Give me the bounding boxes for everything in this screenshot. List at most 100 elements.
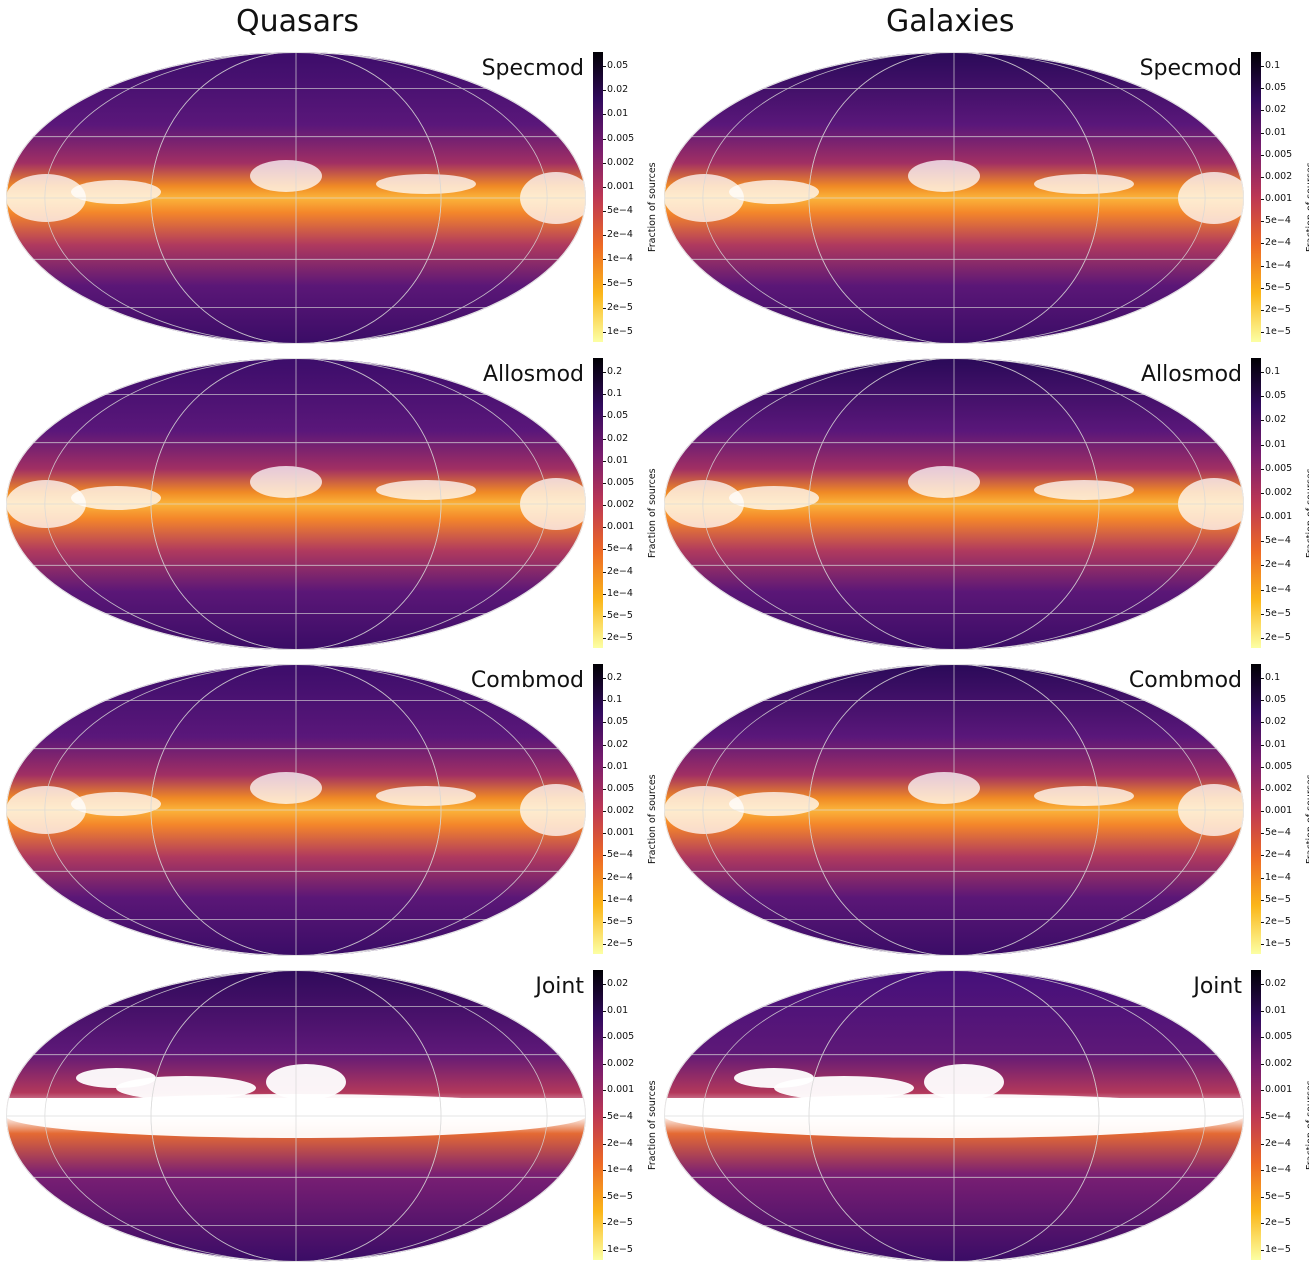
empty-region <box>71 180 161 204</box>
colorbar-tick-mark <box>603 855 606 857</box>
colorbar-tick-mark <box>603 66 606 67</box>
colorbar-tick-label: 0.005 <box>607 782 635 794</box>
colorbar-tick-label: 0.005 <box>607 1031 635 1043</box>
sky-map-galaxies-joint <box>664 970 1244 1262</box>
colorbar-tick-mark <box>1261 541 1264 543</box>
colorbar-tick-mark <box>1261 332 1264 333</box>
colorbar-label: Fraction of sources <box>647 1080 658 1170</box>
colorbar-tick-label: 0.05 <box>607 60 629 71</box>
colorbar-tick-mark <box>603 114 606 116</box>
colorbar <box>1251 52 1261 342</box>
colorbar-tick-mark <box>1261 744 1264 746</box>
colorbar-label: Fraction of sources <box>647 468 658 558</box>
colorbar-tick-mark <box>603 1063 606 1065</box>
empty-region <box>908 160 980 192</box>
colorbar-tick-mark <box>603 527 606 529</box>
colorbar-tick-label: 0.001 <box>607 521 635 533</box>
colorbar-tick-mark <box>1261 1196 1264 1198</box>
panel-label-combmod: Combmod <box>1128 668 1242 693</box>
colorbar-tick-label: 0.005 <box>607 476 635 488</box>
colorbar-tick-label: 2e−4 <box>607 871 633 883</box>
sky-map-galaxies-specmod <box>664 52 1244 344</box>
colorbar-tick-mark <box>603 615 606 617</box>
colorbar-tick-mark <box>1261 468 1264 470</box>
colorbar-tick-mark <box>1261 944 1264 945</box>
panel-label-joint: Joint <box>1193 974 1242 999</box>
colorbar-tick-mark <box>1261 1010 1264 1012</box>
colorbar <box>1251 970 1261 1260</box>
colorbar-tick-label: 2e−5 <box>607 632 633 643</box>
sky-map-quasars-joint <box>6 970 586 1262</box>
colorbar-tick-label: 0.01 <box>607 760 629 772</box>
colorbar-tick-mark <box>1261 265 1264 267</box>
colorbar-tick-mark <box>1261 66 1264 67</box>
colorbar-tick-label: 5e−5 <box>607 915 633 927</box>
empty-region <box>1034 480 1134 500</box>
panel-label-specmod: Specmod <box>1139 56 1242 81</box>
colorbar-tick-mark <box>1261 243 1264 245</box>
colorbar-tick-label: 5e−4 <box>607 849 633 861</box>
colorbar-tick-mark <box>1261 199 1264 200</box>
colorbar-tick-label: 5e−5 <box>1265 1190 1291 1202</box>
column-title-galaxies: Galaxies <box>886 4 1015 39</box>
colorbar-tick-mark <box>1261 1037 1264 1039</box>
graticule <box>6 664 586 956</box>
colorbar-tick-mark <box>1261 221 1264 223</box>
colorbar-tick-mark <box>603 744 606 746</box>
colorbar-tick-mark <box>603 394 606 396</box>
colorbar-tick-mark <box>1261 899 1264 901</box>
colorbar-label: Fraction of sources <box>1305 1080 1309 1170</box>
empty-region <box>76 1068 156 1088</box>
colorbar-tick-label: 0.2 <box>607 672 623 683</box>
map-outline <box>664 52 1244 344</box>
colorbar-tick-mark <box>1261 589 1264 591</box>
colorbar-tick-mark <box>1261 678 1264 679</box>
colorbar-tick-label: 1e−5 <box>1265 1244 1291 1255</box>
panel-label-allosmod: Allosmod <box>1140 362 1242 387</box>
colorbar-tick-label: 0.002 <box>607 499 635 510</box>
colorbar <box>1251 358 1261 648</box>
colorbar-tick-label: 2e−4 <box>1265 1137 1291 1149</box>
colorbar-tick-mark <box>1261 855 1264 857</box>
colorbar-tick-mark <box>1261 309 1264 311</box>
column-title-quasars: Quasars <box>236 4 359 39</box>
empty-region <box>376 480 476 500</box>
colorbar <box>593 970 603 1260</box>
colorbar-tick-label: 5e−4 <box>607 543 633 555</box>
colorbar-tick-mark <box>603 921 606 923</box>
graticule <box>664 970 1244 1262</box>
colorbar-tick-label: 5e−5 <box>607 609 633 621</box>
colorbar-tick-mark <box>1261 1170 1264 1172</box>
colorbar-tick-label: 0.02 <box>1265 104 1287 116</box>
colorbar-tick-mark <box>603 259 606 261</box>
panel-label-allosmod: Allosmod <box>482 362 584 387</box>
colorbar-tick-label: 0.005 <box>1265 760 1293 772</box>
colorbar-tick-label: 0.001 <box>607 180 635 192</box>
colorbar-tick-mark <box>603 505 606 506</box>
colorbar-tick-label: 2e−5 <box>607 938 633 949</box>
empty-region <box>1034 174 1134 194</box>
map-outline <box>6 52 586 344</box>
colorbar-tick-label: 0.05 <box>1265 694 1287 706</box>
colorbar-tick-label: 0.1 <box>1265 366 1281 377</box>
empty-region <box>266 1064 346 1100</box>
colorbar-tick-label: 2e−5 <box>607 301 633 313</box>
colorbar-tick-mark <box>603 571 606 573</box>
colorbar-tick-label: 0.01 <box>1265 738 1287 750</box>
map-outline <box>6 970 586 1262</box>
colorbar-tick-mark <box>1261 788 1264 790</box>
colorbar-tick-mark <box>1261 1090 1264 1092</box>
colorbar-label: Fraction of sources <box>1305 468 1309 558</box>
panel-label-joint: Joint <box>535 974 584 999</box>
colorbar <box>593 664 603 954</box>
colorbar-tick-mark <box>603 307 606 309</box>
colorbar-tick-mark <box>603 788 606 790</box>
colorbar-tick-mark <box>603 416 606 418</box>
colorbar-tick-mark <box>1261 722 1264 724</box>
colorbar-tick-label: 5e−4 <box>1265 215 1291 227</box>
map-outline <box>6 664 586 956</box>
empty-region <box>908 466 980 498</box>
colorbar-tick-mark <box>1261 420 1264 422</box>
colorbar-tick-label: 0.001 <box>1265 193 1293 204</box>
colorbar-tick-label: 2e−5 <box>1265 632 1291 643</box>
